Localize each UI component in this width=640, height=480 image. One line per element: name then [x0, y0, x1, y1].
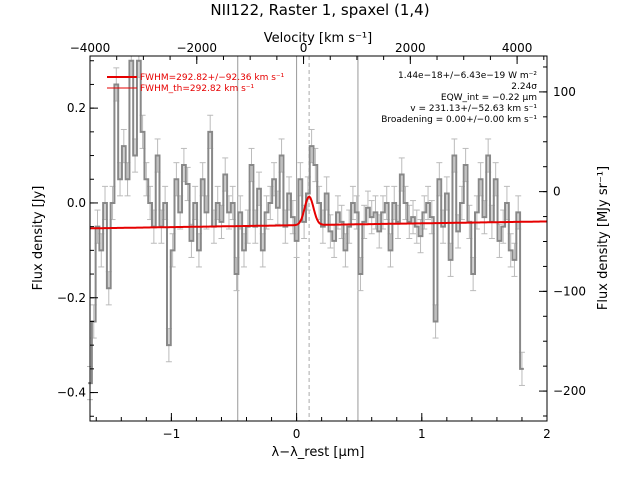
- legend: FWHM=292.82+/−92.36 km s⁻¹ FWHM_th=292.8…: [107, 73, 285, 94]
- y-tick-label: 0.0: [67, 196, 86, 210]
- legend-theory-label: FWHM_th=292.82 km s⁻¹: [140, 84, 255, 94]
- x-tick-label: 0: [293, 427, 301, 441]
- top-tick-label: 2000: [395, 41, 426, 55]
- top-tick-label: 4000: [502, 41, 533, 55]
- right-tick-label: 100: [553, 85, 576, 99]
- y-tick-label: −0.2: [57, 291, 86, 305]
- chart-title: NII122, Raster 1, spaxel (1,4): [210, 1, 429, 19]
- annotation-line-flux: 1.44e−18+/−6.43e−19 W m⁻²: [398, 71, 537, 81]
- y-tick-label: 0.2: [67, 101, 86, 115]
- annotation-broadening: Broadening = 0.00+/−0.00 km s⁻¹: [381, 115, 537, 125]
- top-tick-label: −4000: [70, 41, 111, 55]
- right-axis-label: Flux density [MJy sr⁻¹]: [596, 166, 611, 310]
- annotations: 1.44e−18+/−6.43e−19 W m⁻² 2.24σ EQW_int …: [381, 71, 537, 125]
- right-tick-label: −200: [553, 384, 586, 398]
- x-tick-label: −1: [163, 427, 181, 441]
- fit-line: [89, 195, 548, 230]
- top-tick-label: 0: [300, 41, 308, 55]
- y-tick-label: −0.4: [57, 386, 86, 400]
- annotation-eqw: EQW_int = −0.22 μm: [441, 93, 537, 103]
- annotation-velocity: v = 231.13+/−52.63 km s⁻¹: [410, 104, 537, 114]
- right-tick-label: −100: [553, 284, 586, 298]
- annotation-significance: 2.24σ: [511, 82, 537, 92]
- x-tick-label: 2: [543, 427, 551, 441]
- top-axis-label: Velocity [km s⁻¹]: [264, 31, 372, 46]
- right-tick-label: 0: [553, 185, 561, 199]
- x-axis-label: λ−λ_rest [μm]: [272, 445, 365, 460]
- plot-frame: [89, 55, 548, 422]
- y-axis-label: Flux density [Jy]: [31, 186, 46, 291]
- legend-fit-label: FWHM=292.82+/−92.36 km s⁻¹: [140, 73, 285, 83]
- top-tick-label: −2000: [176, 41, 217, 55]
- x-tick-label: 1: [418, 427, 426, 441]
